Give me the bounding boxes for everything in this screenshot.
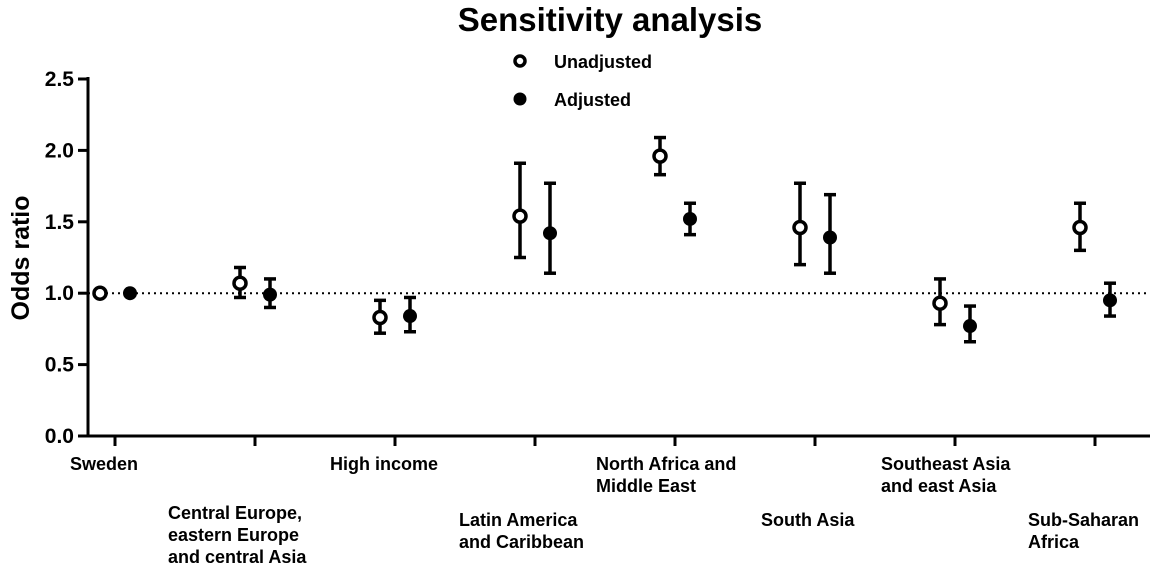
x-tick-label-line: and Caribbean [459, 532, 584, 552]
x-tick-label: Latin America and Caribbean [459, 510, 584, 552]
y-tick-label: 2.0 [45, 139, 74, 162]
y-tick-label: 1.5 [45, 211, 75, 234]
adjusted-point [1103, 293, 1117, 308]
x-tick-label: Sub-Saharan Africa [1028, 510, 1139, 552]
y-tick-label: 0.0 [45, 425, 74, 448]
chart-title: Sensitivity analysis [458, 1, 763, 38]
unadjusted-point [652, 148, 668, 164]
x-tick-label: South Asia [761, 510, 855, 530]
x-tick-label: Sweden [70, 454, 138, 474]
unadjusted-point [512, 208, 528, 224]
x-tick-label-line: Central Europe, [168, 503, 302, 523]
x-tick-label: High income [330, 454, 438, 474]
y-tick-label: 1.0 [45, 282, 74, 305]
unadjusted-point [932, 295, 948, 311]
adjusted-point [263, 287, 277, 302]
x-tick-label-line: Sub-Saharan [1028, 510, 1139, 530]
adjusted-point [823, 230, 837, 245]
x-tick-label-line: and central Asia [168, 547, 307, 567]
axes [86, 77, 1150, 438]
x-tick-label-line: High income [330, 454, 438, 474]
x-tick-label: Southeast Asia and east Asia [881, 454, 1011, 496]
x-tick-label-line: Southeast Asia [881, 454, 1011, 474]
y-tick-label: 0.5 [45, 354, 75, 377]
data-marks [92, 135, 1117, 344]
adjusted-point [403, 309, 417, 324]
legend: Unadjusted Adjusted [513, 52, 652, 110]
x-tick-label: North Africa and Middle East [596, 454, 736, 496]
x-tick-label-line: and east Asia [881, 476, 997, 496]
x-tick-label-line: North Africa and [596, 454, 736, 474]
y-axis-ticks: 0.0 0.5 1.0 1.5 2.0 2.5 [45, 68, 88, 448]
x-tick-label-line: Sweden [70, 454, 138, 474]
adjusted-point [123, 286, 137, 301]
legend-marker-adjusted [513, 92, 527, 106]
legend-marker-unadjusted [513, 54, 527, 68]
unadjusted-point [1072, 219, 1088, 236]
x-axis-ticks: Sweden Central Europe, eastern Europe and c… [70, 436, 1139, 567]
unadjusted-point [792, 219, 808, 236]
x-tick-label-line: Latin America [459, 510, 578, 530]
legend-label: Unadjusted [554, 52, 652, 72]
y-tick-label: 2.5 [45, 68, 75, 91]
y-axis-label: Odds ratio [7, 195, 35, 320]
adjusted-point [543, 226, 557, 241]
unadjusted-point [232, 275, 248, 291]
x-tick-label-line: Africa [1028, 532, 1080, 552]
adjusted-point [963, 319, 977, 334]
x-tick-label-line: South Asia [761, 510, 855, 530]
legend-label: Adjusted [554, 90, 631, 110]
x-tick-label-line: eastern Europe [168, 525, 299, 545]
x-tick-label: Central Europe, eastern Europe and central… [168, 503, 307, 567]
x-tick-label-line: Middle East [596, 476, 696, 496]
adjusted-point [683, 211, 697, 226]
unadjusted-point [92, 285, 108, 301]
unadjusted-point [372, 309, 388, 326]
